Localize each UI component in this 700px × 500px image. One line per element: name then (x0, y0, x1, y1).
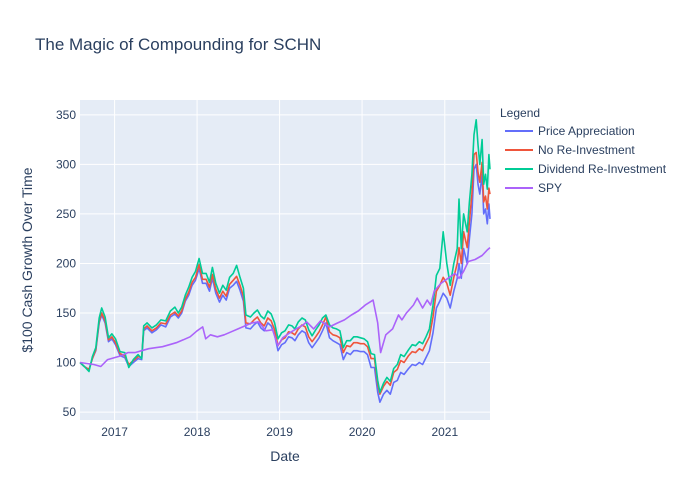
y-tick-label: 50 (63, 405, 77, 419)
y-tick-label: 100 (56, 356, 76, 370)
y-tick-label: 200 (56, 256, 76, 270)
series-line (79, 246, 491, 368)
legend-item: No Re-Investment (538, 143, 635, 157)
x-tick-label: 2018 (184, 425, 211, 439)
x-tick-label: 2020 (349, 425, 376, 439)
y-tick-label: 300 (56, 157, 76, 171)
y-gridlines (80, 114, 490, 413)
legend-item: Price Appreciation (538, 124, 635, 138)
legend-item: Dividend Re-Investment (538, 162, 667, 176)
y-tick-label: 150 (56, 306, 76, 320)
x-tick-label: 2017 (101, 425, 128, 439)
chart-title: The Magic of Compounding for SCHN (35, 35, 321, 54)
x-tick-labels: 2017 2018 2019 2020 2021 (101, 425, 458, 439)
series-lines (79, 119, 491, 403)
y-tick-label: 250 (56, 207, 76, 221)
legend-item: SPY (538, 181, 562, 195)
series-line (79, 119, 491, 394)
y-axis-title: $100 Cash Growth Over Time (19, 167, 35, 352)
x-tick-label: 2019 (266, 425, 293, 439)
plot-area (80, 100, 490, 420)
series-line (79, 163, 491, 403)
x-gridlines (114, 100, 446, 420)
x-tick-label: 2021 (431, 425, 458, 439)
y-tick-labels: 50 100 150 200 250 300 350 (56, 108, 76, 419)
x-axis-title: Date (270, 448, 300, 464)
legend: Legend Price Appreciation No Re-Investmen… (500, 106, 667, 195)
y-tick-label: 350 (56, 108, 76, 122)
legend-title: Legend (500, 106, 540, 120)
